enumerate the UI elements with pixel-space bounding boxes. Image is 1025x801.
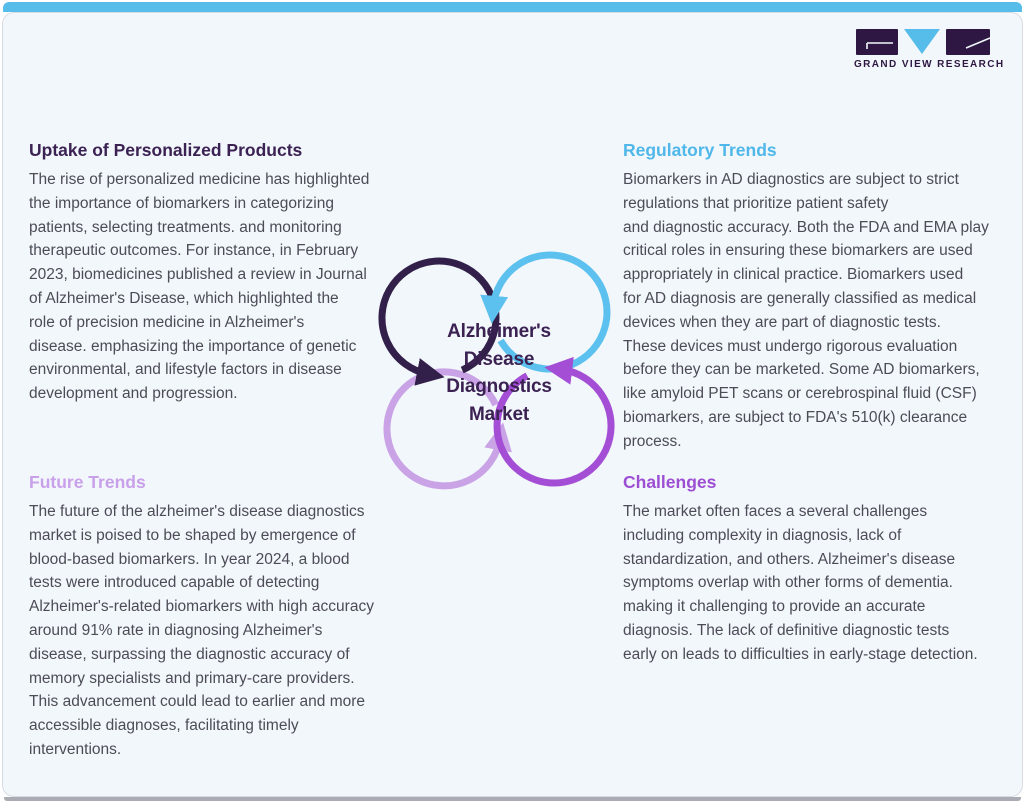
section-uptake-body: The rise of personalized medicine has hi…: [29, 171, 370, 403]
logo-mark-g-icon: [856, 29, 898, 55]
gvr-logo-icon: [856, 29, 991, 55]
section-challenges-title: Challenges: [623, 472, 717, 492]
gvr-logo: GRAND VIEW RESEARCH: [854, 29, 1005, 70]
logo-mark-r-icon: [946, 29, 991, 55]
cycle-loop-bottom-left-icon: [383, 368, 512, 490]
section-regulatory-title: Regulatory Trends: [623, 140, 777, 160]
section-challenges-body: The market often faces a several challen…: [623, 503, 978, 663]
logo-mark-v-icon: [904, 29, 940, 54]
section-uptake-title: Uptake of Personalized Products: [29, 140, 303, 160]
market-label: Alzheimer's Disease Diagnostics Market: [446, 321, 552, 425]
cycle-loop-bottom-right-icon: [493, 356, 615, 487]
cycle-diagram: [378, 251, 615, 490]
content-card: GRAND VIEW RESEARCH Uptake of Personaliz…: [2, 12, 1023, 797]
top-accent-bar: [3, 2, 1022, 12]
cycle-loop-top-right-icon: [480, 251, 611, 373]
bottom-accent-bar: [4, 797, 1021, 801]
section-regulatory-body: Biomarkers in AD diagnostics are subject…: [623, 171, 989, 450]
section-future-title: Future Trends: [29, 472, 146, 492]
cycle-loop-top-left-icon: [378, 257, 500, 386]
logo-wordmark: GRAND VIEW RESEARCH: [854, 59, 1005, 70]
section-future-body: The future of the alzheimer's disease di…: [29, 503, 374, 758]
